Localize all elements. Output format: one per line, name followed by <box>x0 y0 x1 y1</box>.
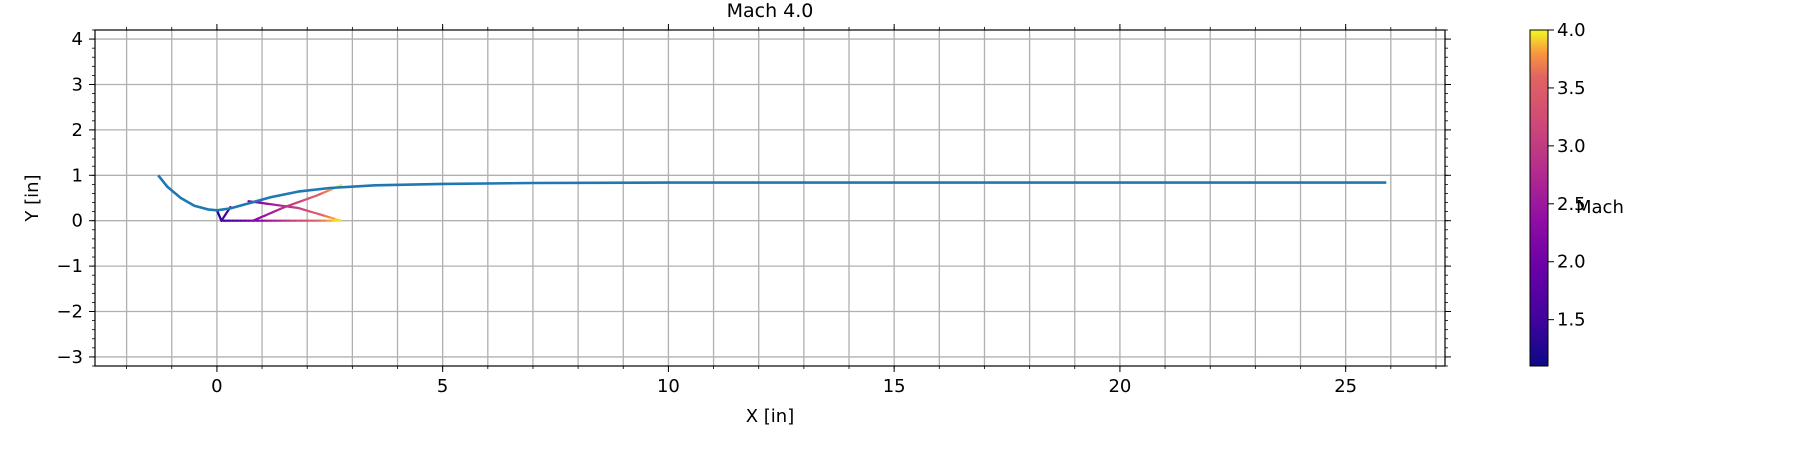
y-tick-label: 4 <box>72 29 83 50</box>
grid <box>95 30 1445 366</box>
colorbar-tick-label: 2.0 <box>1557 252 1586 273</box>
plot-lines <box>157 174 1387 222</box>
x-tick-label: 0 <box>211 376 222 397</box>
x-tick-label: 15 <box>883 376 906 397</box>
colorbar-tick-label: 2.5 <box>1557 194 1586 215</box>
colorbar-tick-label: 3.5 <box>1557 78 1586 99</box>
colorbar-tick-label: 1.5 <box>1557 310 1586 331</box>
y-tick-label: −3 <box>56 347 83 368</box>
x-tick-label: 10 <box>657 376 680 397</box>
y-tick-label: 2 <box>72 120 83 141</box>
characteristic-segment <box>220 217 224 222</box>
x-tick-label: 20 <box>1108 376 1131 397</box>
colorbar <box>1529 29 1549 367</box>
axis-ticks: 0 5 10 15 20 25 −3 −2 −1 0 1 2 3 4 <box>56 24 1451 397</box>
y-axis-label: Y [in] <box>22 174 43 222</box>
x-tick-label: 25 <box>1334 376 1357 397</box>
characteristic-segment <box>334 218 343 222</box>
y-tick-label: 1 <box>72 165 83 186</box>
x-tick-label: 5 <box>437 376 448 397</box>
y-tick-label: −2 <box>56 302 83 323</box>
y-tick-label: 3 <box>72 74 83 95</box>
nozzle-contour-line <box>157 174 1387 212</box>
y-tick-label: −1 <box>56 256 83 277</box>
colorbar-label: Mach <box>1576 197 1624 218</box>
chart-title: Mach 4.0 <box>727 0 814 22</box>
axes-frame <box>94 29 1446 367</box>
x-axis-label: X [in] <box>746 406 795 427</box>
colorbar-ticks: 1.5 2.0 2.5 3.0 3.5 4.0 <box>1548 20 1586 331</box>
y-tick-label: 0 <box>72 211 83 232</box>
colorbar-tick-label: 3.0 <box>1557 136 1586 157</box>
colorbar-tick-label: 4.0 <box>1557 20 1586 41</box>
